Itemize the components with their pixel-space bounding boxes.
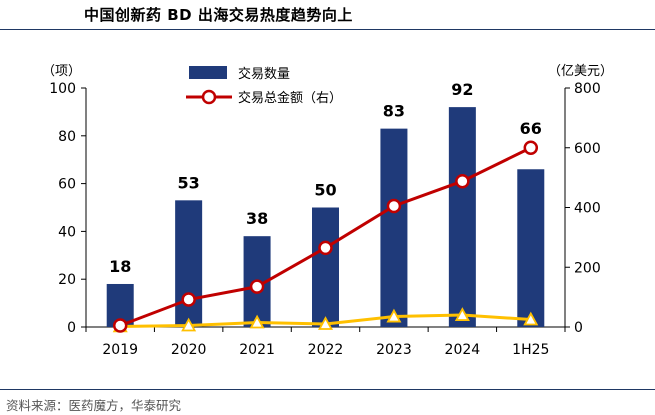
legend-line-label: 交易总金额（右） bbox=[238, 90, 342, 106]
right-tick-label: 200 bbox=[574, 260, 601, 276]
x-tick-label: 2020 bbox=[171, 342, 207, 358]
amount-line-marker bbox=[523, 140, 539, 155]
bar-value-label: 18 bbox=[109, 257, 131, 276]
left-axis-unit: （项） bbox=[42, 64, 81, 79]
source-note: 资料来源：医药魔方，华泰研究 bbox=[6, 398, 182, 413]
left-tick-label: 100 bbox=[49, 81, 76, 97]
left-tick-label: 0 bbox=[67, 320, 76, 336]
right-tick-label: 400 bbox=[574, 201, 601, 217]
left-tick-label: 40 bbox=[58, 224, 76, 240]
right-tick-label: 800 bbox=[574, 81, 601, 97]
bar-value-label: 38 bbox=[246, 209, 268, 228]
bar bbox=[312, 207, 339, 327]
left-tick-label: 20 bbox=[58, 272, 76, 288]
bar-value-label: 83 bbox=[383, 102, 405, 121]
bar bbox=[380, 128, 408, 327]
right-axis-unit: （亿美元） bbox=[548, 64, 613, 79]
amount-line-marker bbox=[112, 318, 128, 333]
secondary-line-marker bbox=[317, 316, 334, 330]
bar bbox=[517, 169, 545, 327]
title-divider bbox=[0, 29, 655, 30]
secondary-line-marker bbox=[249, 314, 265, 329]
legend-bar-label: 交易数量 bbox=[238, 66, 290, 82]
secondary-line-marker bbox=[454, 307, 470, 321]
x-tick-label: 2021 bbox=[239, 342, 275, 358]
bar-value-label: 50 bbox=[314, 181, 336, 200]
amount-line-marker bbox=[386, 198, 402, 214]
right-tick-label: 0 bbox=[574, 320, 583, 336]
bar-value-label: 66 bbox=[520, 119, 542, 138]
amount-line-marker bbox=[181, 292, 196, 307]
left-tick-label: 60 bbox=[58, 177, 76, 193]
secondary-line-marker bbox=[386, 308, 402, 323]
left-tick-label: 80 bbox=[58, 129, 76, 145]
combo-chart: 0 20 40 60 80 100 0 200 400 600 800 （项） （亿美元） 2019 202… bbox=[42, 64, 613, 358]
legend-bar-swatch bbox=[189, 66, 227, 79]
source-divider bbox=[0, 389, 655, 390]
bar-value-label: 92 bbox=[451, 80, 473, 99]
x-tick-label: 2022 bbox=[308, 342, 344, 358]
legend-line-marker bbox=[201, 89, 217, 105]
right-tick-label: 600 bbox=[574, 141, 601, 157]
bar bbox=[448, 107, 476, 328]
amount-line-marker bbox=[455, 173, 470, 189]
x-tick-label: 2019 bbox=[102, 342, 138, 358]
x-tick-label: 1H25 bbox=[512, 342, 549, 358]
chart-title: 中国创新药 BD 出海交易热度趋势向上 bbox=[84, 6, 353, 24]
x-tick-label: 2023 bbox=[376, 342, 412, 358]
bar-value-label: 53 bbox=[178, 173, 200, 192]
amount-line-marker bbox=[318, 240, 333, 256]
x-tick-label: 2024 bbox=[445, 342, 481, 358]
bar bbox=[175, 200, 203, 327]
secondary-line-marker bbox=[181, 317, 197, 332]
secondary-line-marker bbox=[523, 311, 539, 326]
amount-line-marker bbox=[249, 279, 265, 294]
